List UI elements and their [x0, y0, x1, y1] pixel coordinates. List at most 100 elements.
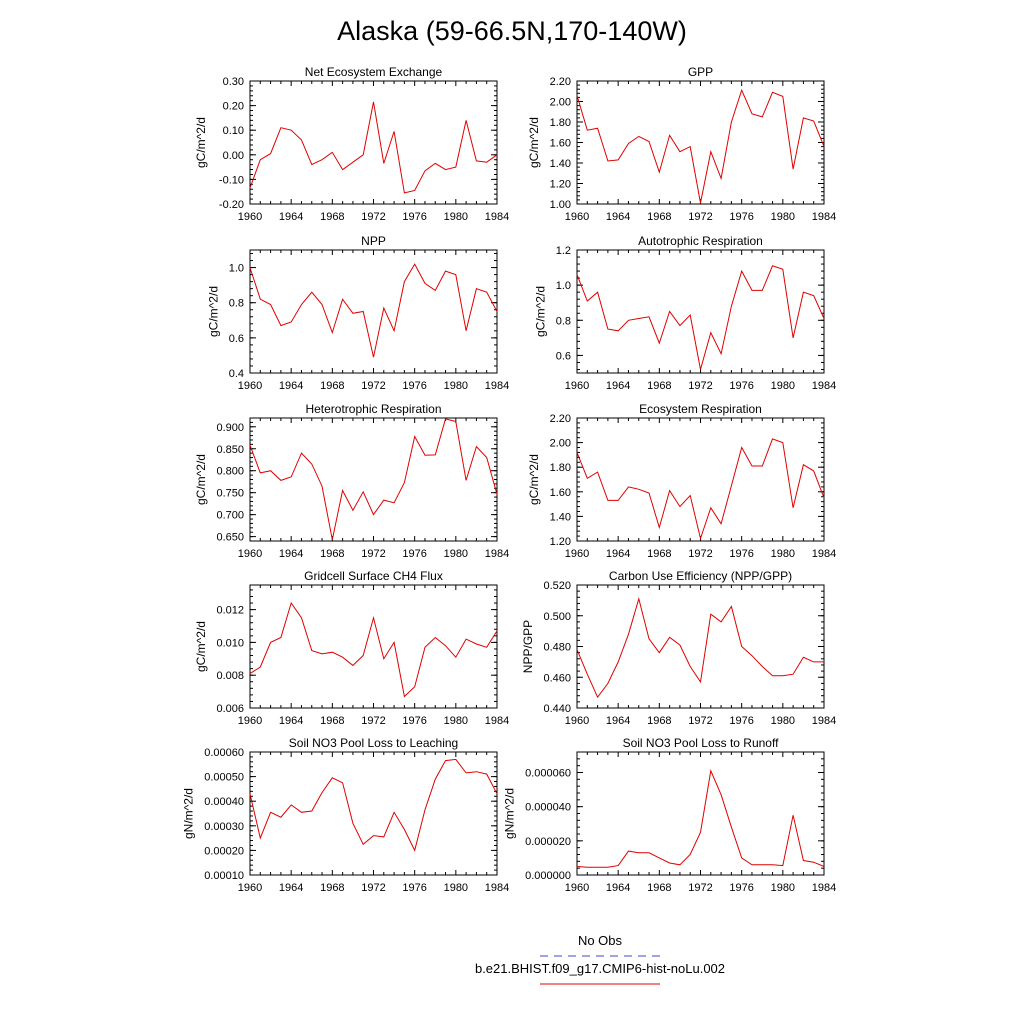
- x-tick-label: 1980: [444, 380, 468, 392]
- y-axis-label: gC/m^2/d: [206, 286, 220, 337]
- x-tick-label: 1976: [402, 548, 426, 560]
- x-tick-label: 1976: [729, 548, 753, 560]
- y-tick-label: 1.20: [550, 179, 571, 191]
- series-line: [249, 758, 498, 852]
- x-tick-label: 1984: [485, 380, 509, 392]
- x-tick-label: 1984: [812, 211, 836, 223]
- y-tick-label: 0.750: [216, 488, 244, 500]
- y-axis-label: gN/m^2/d: [182, 788, 196, 839]
- y-tick-label: 2.00: [550, 97, 571, 109]
- x-tick-label: 1964: [279, 715, 303, 727]
- plot-frame: [576, 584, 825, 709]
- x-tick-label: 1980: [444, 548, 468, 560]
- plot-frame: [249, 80, 498, 205]
- legend: No Obs b.e21.BHIST.f09_g17.CMIP6-hist-noL…: [475, 933, 725, 985]
- x-tick-label: 1980: [771, 882, 795, 894]
- plot-frame: [249, 584, 498, 709]
- series-line: [576, 88, 825, 204]
- x-tick-label: 1976: [402, 380, 426, 392]
- y-tick-label: 0.800: [216, 466, 244, 478]
- series-line: [576, 769, 825, 868]
- y-tick-label: 1.40: [550, 511, 571, 523]
- x-tick-label: 1972: [688, 380, 712, 392]
- x-tick-label: 1972: [361, 380, 385, 392]
- y-axis-label: gN/m^2/d: [502, 788, 516, 839]
- legend-label: b.e21.BHIST.f09_g17.CMIP6-hist-noLu.002: [475, 961, 725, 976]
- x-tick-label: 1960: [238, 882, 262, 894]
- x-tick-label: 1968: [647, 380, 671, 392]
- y-tick-label: 0.00060: [204, 747, 244, 759]
- x-tick-label: 1976: [402, 715, 426, 727]
- y-tick-label: 0.900: [216, 422, 244, 434]
- panel-title: Autotrophic Respiration: [638, 234, 763, 248]
- x-tick-label: 1980: [444, 882, 468, 894]
- y-axis-label: gC/m^2/d: [527, 117, 541, 168]
- series-line: [576, 265, 825, 370]
- y-tick-label: 2.00: [550, 438, 571, 450]
- panel-title: Ecosystem Respiration: [639, 402, 762, 416]
- y-tick-label: 0.000040: [525, 802, 571, 814]
- panel-4: Heterotrophic Respiration 1960 1964 1968 197…: [194, 402, 509, 560]
- plot-frame: [249, 417, 498, 542]
- x-tick-label: 1964: [606, 548, 630, 560]
- figure-title: Alaska (59-66.5N,170-140W): [337, 16, 687, 46]
- x-tick-label: 1972: [688, 882, 712, 894]
- x-tick-label: 1976: [402, 211, 426, 223]
- y-tick-label: 0.006: [216, 703, 244, 715]
- y-tick-label: 2.20: [550, 413, 571, 425]
- y-tick-label: 2.20: [550, 76, 571, 88]
- y-tick-label: 0.4: [229, 368, 244, 380]
- x-tick-label: 1968: [647, 211, 671, 223]
- x-tick-label: 1972: [361, 548, 385, 560]
- x-tick-label: 1984: [485, 715, 509, 727]
- x-tick-label: 1960: [565, 211, 589, 223]
- x-tick-label: 1980: [771, 211, 795, 223]
- y-tick-label: 0.6: [229, 333, 244, 345]
- y-tick-label: 0.520: [543, 580, 571, 592]
- y-tick-label: 1.0: [229, 263, 244, 275]
- y-tick-label: 0.460: [543, 672, 571, 684]
- legend-label: No Obs: [578, 933, 623, 948]
- x-tick-label: 1964: [606, 715, 630, 727]
- panel-3: Autotrophic Respiration 1960 1964 1968 1972 1…: [533, 234, 836, 392]
- y-tick-label: 0.00020: [204, 845, 244, 857]
- y-tick-label: 0.010: [216, 637, 244, 649]
- y-tick-label: 0.008: [216, 670, 244, 682]
- panel-9: Soil NO3 Pool Loss to Runoff 1960 1964 1968…: [502, 736, 836, 894]
- y-tick-label: 1.40: [550, 158, 571, 170]
- x-tick-label: 1984: [812, 548, 836, 560]
- series-line: [576, 438, 825, 541]
- plot-frame: [249, 249, 498, 374]
- y-axis-label: NPP/GPP: [521, 620, 535, 673]
- plot-frame: [576, 751, 825, 876]
- y-axis-label: gC/m^2/d: [194, 621, 208, 672]
- panel-7: Carbon Use Efficiency (NPP/GPP) 1960 1964 1…: [521, 569, 836, 727]
- y-tick-label: 0.850: [216, 444, 244, 456]
- y-axis-label: gC/m^2/d: [194, 454, 208, 505]
- x-tick-label: 1960: [565, 715, 589, 727]
- plot-frame: [576, 249, 825, 374]
- x-tick-label: 1960: [565, 380, 589, 392]
- x-tick-label: 1984: [485, 882, 509, 894]
- y-tick-label: 0.700: [216, 510, 244, 522]
- y-tick-label: 0.8: [556, 315, 571, 327]
- panel-1: GPP 1960 1964 1968 1972 1976 1980 1984 1.00 1.20 1…: [527, 65, 836, 223]
- plot-frame: [249, 751, 498, 876]
- x-tick-label: 1964: [606, 380, 630, 392]
- panel-grid: Net Ecosystem Exchange 1960 1964 1968 1972 19…: [182, 65, 837, 894]
- x-tick-label: 1968: [320, 211, 344, 223]
- plot-frame: [576, 80, 825, 205]
- x-tick-label: 1976: [729, 380, 753, 392]
- x-tick-label: 1968: [320, 882, 344, 894]
- y-tick-label: 0.00030: [204, 821, 244, 833]
- x-tick-label: 1968: [647, 882, 671, 894]
- x-tick-label: 1964: [279, 882, 303, 894]
- x-tick-label: 1968: [320, 715, 344, 727]
- x-tick-label: 1968: [647, 548, 671, 560]
- x-tick-label: 1972: [688, 548, 712, 560]
- x-tick-label: 1984: [485, 211, 509, 223]
- y-axis-label: gC/m^2/d: [533, 286, 547, 337]
- x-tick-label: 1980: [444, 715, 468, 727]
- y-tick-label: 0.00010: [204, 870, 244, 882]
